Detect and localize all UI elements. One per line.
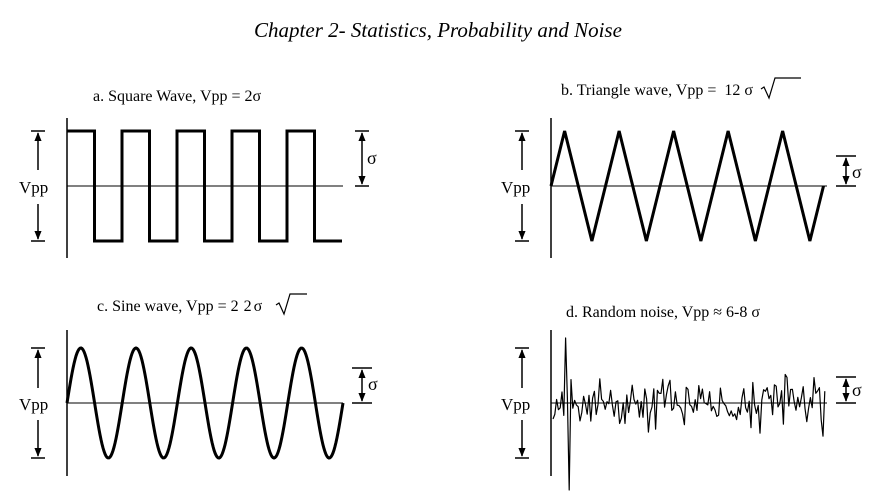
panel-c-title-radicand: 2: [244, 298, 252, 315]
panel-a-vpp-label: Vpp: [19, 178, 48, 197]
panel-c-waveform: [65, 346, 345, 460]
panel-a-title: a. Square Wave, Vpp = 2σ: [93, 88, 262, 105]
panel-c-vpp-label: Vpp: [19, 395, 48, 414]
panel-c-title-prefix: c. Sine wave, Vpp = 2: [97, 298, 239, 315]
panel-b-title: b. Triangle wave, Vpp = 12 σ: [561, 82, 753, 99]
panel-d-vpp-label: Vpp: [501, 395, 530, 414]
panel-b-sigma-label: σ: [852, 162, 862, 182]
panel-a: a. Square Wave, Vpp = 2σ Vpp σ: [19, 88, 377, 258]
panel-b-title-suffix: σ: [744, 82, 753, 99]
panel-b-radical-sign: [760, 77, 801, 100]
panel-b-title-radicand: 12: [724, 82, 740, 99]
panel-d: d. Random noise, Vpp ≈ 6-8 σ Vpp σ: [501, 304, 862, 491]
panel-a-waveform: [67, 129, 342, 243]
panel-d-title: d. Random noise, Vpp ≈ 6-8 σ: [566, 304, 760, 321]
panel-c-title-suffix: σ: [254, 298, 263, 315]
panel-d-waveform: [552, 337, 826, 491]
panel-d-sigma-label: σ: [852, 380, 862, 400]
page-header: Chapter 2- Statistics, Probability and N…: [254, 18, 622, 42]
panel-a-sigma-label: σ: [367, 148, 377, 168]
panel-b-waveform: [549, 130, 825, 242]
panel-b-vpp-label: Vpp: [501, 178, 530, 197]
panel-c-radical-sign: [275, 293, 307, 316]
panel-b: b. Triangle wave, Vpp = 12 σ Vpp σ: [501, 77, 862, 258]
panel-b-title-prefix: b. Triangle wave, Vpp =: [561, 82, 720, 99]
panel-c-sigma-label: σ: [368, 374, 378, 394]
